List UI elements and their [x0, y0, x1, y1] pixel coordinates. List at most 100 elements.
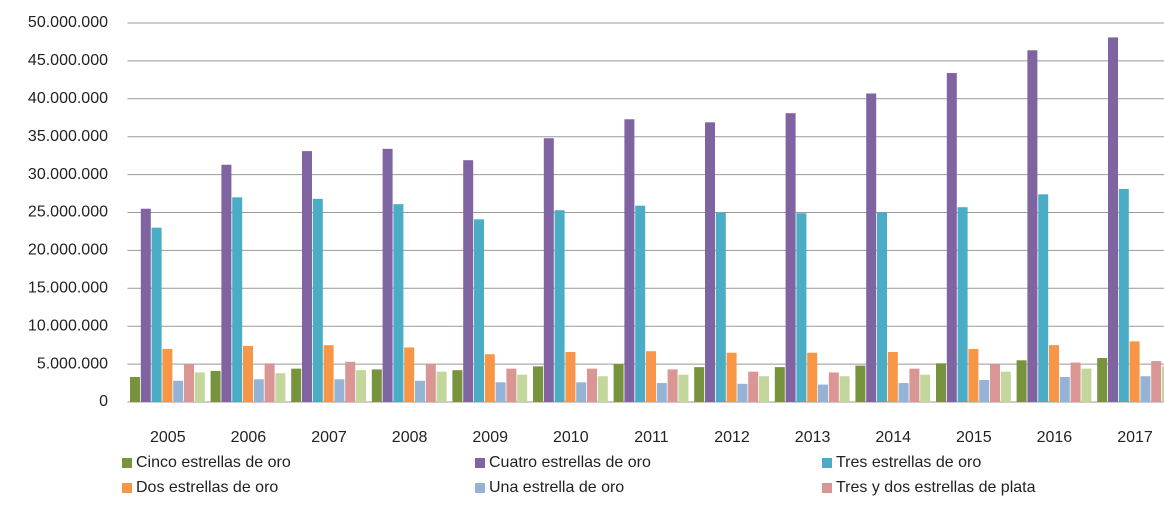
bar [1016, 360, 1027, 402]
bar [1081, 368, 1092, 402]
y-tick-label: 5.000.000 [37, 355, 108, 372]
x-tick-label: 2008 [392, 429, 428, 446]
bar [694, 367, 705, 402]
bar [452, 370, 463, 402]
bar [221, 164, 232, 402]
bar [667, 369, 678, 402]
bar [656, 383, 667, 402]
bar [726, 352, 737, 402]
legend-label: Cuatro estrellas de oro [489, 454, 651, 471]
bar [946, 73, 957, 402]
bar [1151, 361, 1162, 402]
bar [275, 373, 286, 402]
bar [920, 374, 931, 402]
bar [936, 363, 946, 402]
bar [264, 363, 275, 402]
bar [151, 227, 162, 402]
bar [334, 379, 345, 402]
bar [796, 213, 807, 402]
bar [635, 205, 646, 402]
bar [866, 93, 877, 402]
bar [1118, 189, 1129, 402]
bar [1027, 50, 1038, 403]
legend-swatch [475, 458, 485, 468]
y-tick-label: 0 [99, 393, 108, 410]
legend-swatch [822, 458, 832, 468]
bar [774, 367, 785, 402]
bar [302, 151, 312, 402]
bar [130, 376, 140, 402]
y-tick-label: 25.000.000 [28, 204, 108, 221]
bar [232, 197, 243, 402]
bar [624, 119, 635, 403]
legend-label: Dos estrellas de oro [136, 479, 278, 496]
bar [484, 354, 495, 402]
bar [818, 384, 828, 402]
x-tick-label: 2012 [714, 429, 750, 446]
bar [613, 364, 624, 402]
bar [1059, 376, 1070, 402]
bar [162, 348, 173, 402]
y-tick-label: 10.000.000 [28, 317, 108, 334]
bar [839, 376, 850, 402]
x-tick-label: 2017 [1117, 429, 1153, 446]
bar [425, 364, 436, 402]
bar [382, 148, 393, 402]
bar [1129, 341, 1140, 402]
bar [968, 348, 979, 402]
bar [345, 361, 356, 402]
y-tick-label: 45.000.000 [28, 52, 108, 69]
bar [990, 364, 1000, 402]
bar [1097, 358, 1108, 402]
bar [543, 138, 554, 402]
bar [646, 351, 656, 402]
bar [1108, 37, 1118, 402]
bar [737, 383, 748, 402]
x-tick-label: 2013 [795, 429, 831, 446]
x-tick-label: 2007 [311, 429, 347, 446]
bar [785, 113, 796, 403]
bar [184, 364, 194, 402]
x-tick-label: 2006 [231, 429, 267, 446]
bar [291, 368, 302, 402]
y-tick-label: 15.000.000 [28, 280, 108, 297]
bar [533, 366, 543, 402]
bar [474, 219, 484, 402]
legend-swatch [122, 458, 132, 468]
bar [1162, 366, 1164, 402]
bar [517, 374, 528, 402]
y-tick-label: 50.000.000 [28, 14, 108, 31]
bar [140, 208, 151, 402]
bar [495, 382, 506, 402]
bar [554, 210, 565, 402]
bar [323, 345, 334, 402]
legend-label: Cinco estrellas de oro [136, 454, 291, 471]
y-tick-label: 40.000.000 [28, 90, 108, 107]
x-tick-label: 2010 [553, 429, 589, 446]
bar [887, 351, 898, 402]
bar [705, 122, 715, 402]
bar [957, 207, 968, 402]
bar [565, 351, 576, 402]
x-tick-label: 2015 [956, 429, 992, 446]
bar [404, 347, 415, 402]
bar [748, 371, 759, 402]
bar [1000, 371, 1011, 402]
bar [909, 368, 920, 402]
bar [463, 160, 474, 402]
legend-label: Una estrella de oro [489, 479, 624, 496]
bar [415, 380, 425, 402]
bar [979, 380, 990, 402]
x-tick-label: 2011 [634, 429, 669, 446]
bar [597, 376, 608, 402]
x-tick-label: 2014 [875, 429, 911, 446]
bar [253, 379, 264, 402]
bar [807, 352, 818, 402]
x-tick-label: 2016 [1037, 429, 1073, 446]
bar [715, 212, 726, 402]
bar [877, 212, 887, 402]
bar [173, 380, 184, 402]
legend-swatch [822, 483, 832, 493]
bar [436, 371, 447, 402]
